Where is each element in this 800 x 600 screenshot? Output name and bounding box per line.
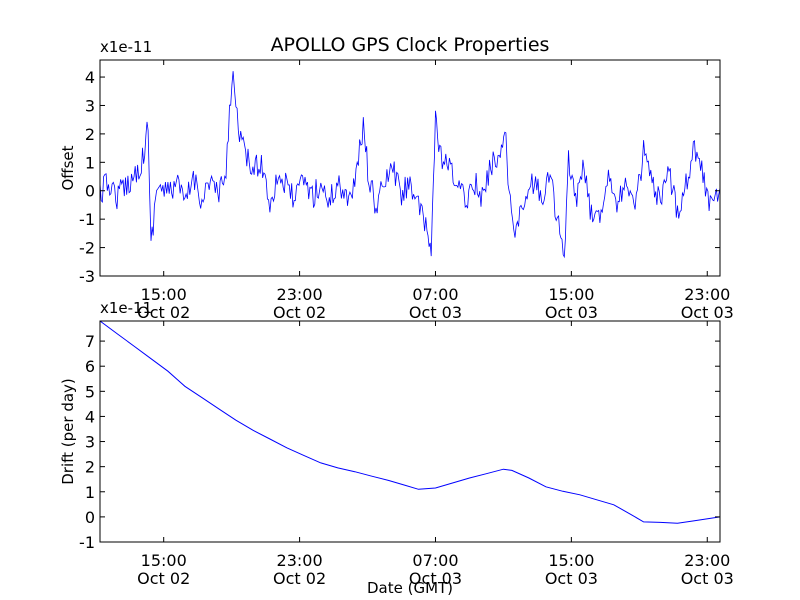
x-tick-date-label: Oct 03 xyxy=(409,569,462,588)
x-tick-date-label: Oct 02 xyxy=(137,303,190,322)
y-tick-label: 4 xyxy=(85,407,95,426)
y-tick-label: 1 xyxy=(85,153,95,172)
x-tick-time-label: 15:00 xyxy=(141,551,187,570)
x-tick-date-label: Oct 03 xyxy=(545,569,598,588)
y-tick-label: 4 xyxy=(85,68,95,87)
y-tick-label: 2 xyxy=(85,458,95,477)
y-tick-label: -3 xyxy=(79,267,95,286)
figure-title: APOLLO GPS Clock Properties xyxy=(271,34,550,56)
y-tick-label: 6 xyxy=(85,357,95,376)
x-tick-time-label: 15:00 xyxy=(548,285,594,304)
y-tick-label: 1 xyxy=(85,483,95,502)
y-multiplier-label: x1e-11 xyxy=(100,38,152,56)
y-tick-label: 2 xyxy=(85,125,95,144)
x-axis-label: Date (GMT) xyxy=(367,579,453,597)
y-multiplier-label: x1e-11 xyxy=(100,299,152,317)
y-tick-label: -1 xyxy=(79,210,95,229)
y-tick-label: -2 xyxy=(79,239,95,258)
x-tick-date-label: Oct 02 xyxy=(137,569,190,588)
x-tick-time-label: 23:00 xyxy=(277,285,323,304)
y-tick-label: 0 xyxy=(85,182,95,201)
series-line-1-1 xyxy=(99,71,721,259)
x-tick-time-label: 23:00 xyxy=(277,551,323,570)
x-tick-time-label: 07:00 xyxy=(412,551,458,570)
x-tick-time-label: 23:00 xyxy=(684,551,730,570)
x-tick-date-label: Oct 02 xyxy=(273,303,326,322)
x-tick-time-label: 23:00 xyxy=(684,285,730,304)
x-tick-date-label: Oct 03 xyxy=(681,569,734,588)
x-tick-time-label: 15:00 xyxy=(548,551,594,570)
y-tick-label: 3 xyxy=(85,433,95,452)
x-tick-time-label: 15:00 xyxy=(141,285,187,304)
plot-frame xyxy=(99,59,721,277)
plot-frame xyxy=(99,320,721,543)
y-tick-label: 3 xyxy=(85,96,95,115)
x-tick-time-label: 07:00 xyxy=(412,285,458,304)
x-tick-date-label: Oct 03 xyxy=(409,303,462,322)
y-tick-label: -1 xyxy=(79,533,95,552)
y-axis-label: Offset xyxy=(59,145,77,190)
x-tick-date-label: Oct 03 xyxy=(681,303,734,322)
y-tick-label: 7 xyxy=(85,332,95,351)
x-tick-date-label: Oct 02 xyxy=(273,569,326,588)
y-tick-label: 0 xyxy=(85,508,95,527)
series-line-2-1 xyxy=(99,320,721,524)
y-axis-label: Drift (per day) xyxy=(59,378,77,485)
y-tick-label: 5 xyxy=(85,382,95,401)
x-tick-date-label: Oct 03 xyxy=(545,303,598,322)
